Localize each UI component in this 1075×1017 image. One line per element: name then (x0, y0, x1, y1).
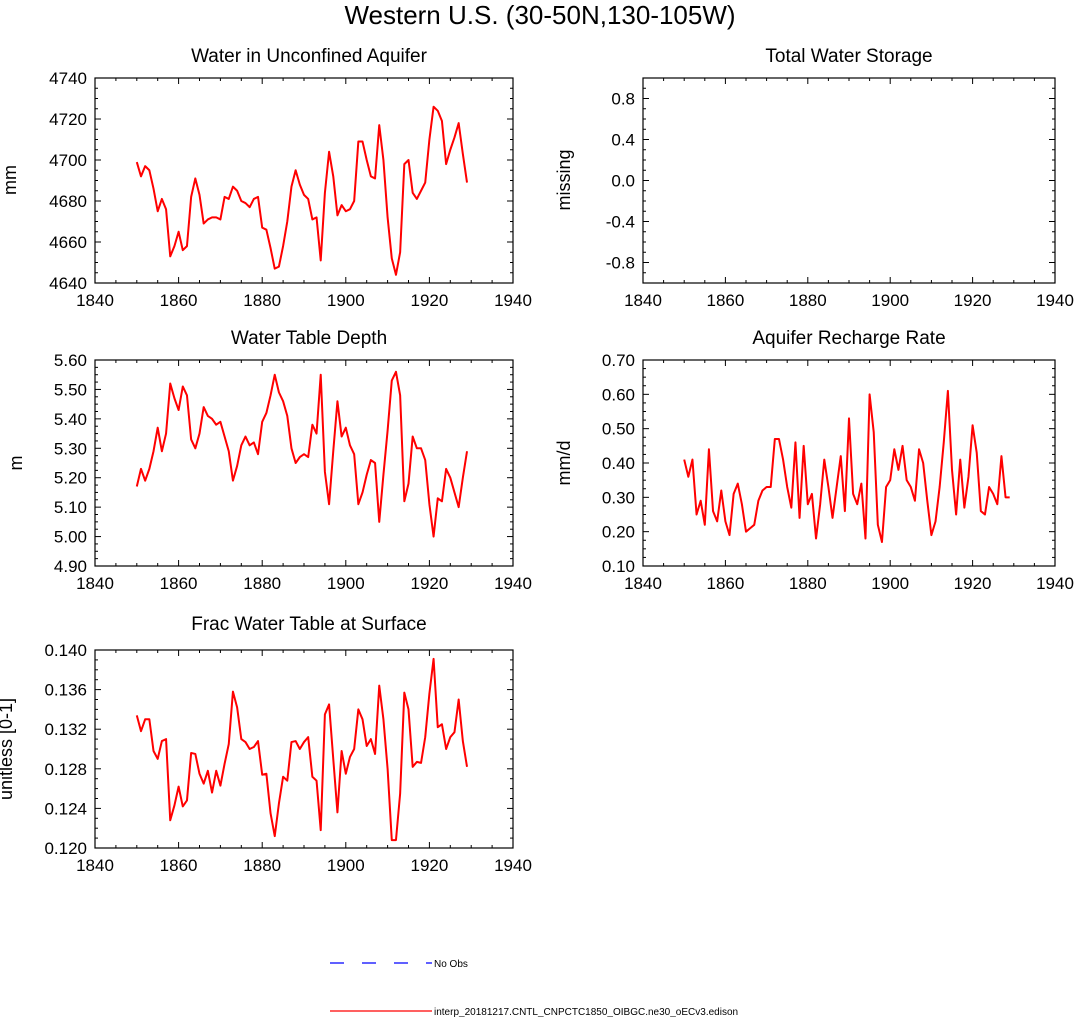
series-line (135, 370, 469, 538)
y-tick-label: -0.4 (606, 213, 635, 232)
y-tick-label: 0.124 (44, 799, 87, 818)
y-axis-label: mm/d (554, 441, 574, 486)
y-tick-label: 4700 (49, 151, 87, 170)
y-tick-label: 5.00 (54, 528, 87, 547)
x-tick-label: 1940 (494, 856, 532, 875)
y-axis-label: missing (554, 149, 574, 210)
x-tick-label: 1840 (76, 291, 114, 310)
panel-water-unconfined-aquifer: Water in Unconfined Aquifer mm 1840 1860 1… (0, 46, 532, 310)
y-tick-label: 0.120 (44, 839, 87, 858)
panel-frac-water-table-surface: Frac Water Table at Surface unitless [0-… (0, 614, 532, 875)
y-tick-label: 4720 (49, 110, 87, 129)
y-tick-label: 4660 (49, 233, 87, 252)
plot-frame (642, 77, 1056, 284)
plot-frame (94, 359, 514, 567)
y-tick-label: 5.50 (54, 380, 87, 399)
x-tick-label: 1880 (789, 574, 827, 593)
y-tick-label: 4.90 (54, 557, 87, 576)
x-tick-label: 1940 (1036, 291, 1074, 310)
x-tick-label: 1860 (160, 291, 198, 310)
x-tick-label: 1860 (160, 856, 198, 875)
y-tick-label: 4640 (49, 274, 87, 293)
x-tick-label: 1940 (1036, 574, 1074, 593)
y-tick-label: 0.140 (44, 641, 87, 660)
x-tick-label: 1840 (76, 574, 114, 593)
series-points (136, 371, 468, 537)
y-axis-label: m (6, 456, 26, 471)
panel-aquifer-recharge-rate: Aquifer Recharge Rate mm/d 1840 1860 1880 1… (554, 328, 1074, 593)
series-line (135, 657, 469, 842)
y-tick-label: 0.8 (611, 90, 635, 109)
y-axis-label: mm (0, 165, 20, 195)
panel-title: Frac Water Table at Surface (191, 614, 427, 635)
plot-frame (642, 359, 1056, 567)
x-tick-label: 1860 (706, 574, 744, 593)
panel-water-table-depth: Water Table Depth m 1840 1860 1880 1900 1920… (6, 328, 532, 593)
y-tick-label: 0.128 (44, 760, 87, 779)
plot-frame (94, 649, 514, 849)
x-tick-label: 1900 (327, 291, 365, 310)
x-tick-label: 1880 (243, 291, 281, 310)
y-tick-label: 5.30 (54, 439, 87, 458)
x-tick-label: 1840 (624, 574, 662, 593)
y-tick-label: 0.4 (611, 131, 635, 150)
legend: No Obs interp_20181217.CNTL_CNPCTC1850_O… (330, 959, 738, 1017)
y-tick-label: 0.70 (602, 351, 635, 370)
y-tick-label: 4680 (49, 192, 87, 211)
x-tick-label: 1840 (624, 291, 662, 310)
x-tick-label: 1900 (327, 856, 365, 875)
plot-frame (94, 77, 514, 284)
y-tick-label: 0.30 (602, 488, 635, 507)
y-tick-label: 5.60 (54, 351, 87, 370)
series-points (684, 390, 1010, 542)
y-tick-label: 5.20 (54, 469, 87, 488)
y-tick-label: 5.10 (54, 498, 87, 517)
x-tick-label: 1880 (243, 856, 281, 875)
x-tick-label: 1940 (494, 574, 532, 593)
legend-label-no-obs: No Obs (434, 959, 468, 970)
y-tick-label: 5.40 (54, 410, 87, 429)
y-axis-label: unitless [0-1] (0, 698, 16, 800)
x-tick-label: 1920 (410, 291, 448, 310)
x-tick-label: 1860 (706, 291, 744, 310)
x-tick-label: 1920 (954, 574, 992, 593)
y-tick-label: 0.132 (44, 720, 87, 739)
x-tick-label: 1900 (327, 574, 365, 593)
x-tick-label: 1940 (494, 291, 532, 310)
x-tick-label: 1920 (954, 291, 992, 310)
x-tick-label: 1900 (871, 291, 909, 310)
y-tick-label: 4740 (49, 69, 87, 88)
series-line (683, 389, 1010, 543)
y-tick-label: 0.10 (602, 557, 635, 576)
series-points (136, 106, 468, 275)
panel-title: Aquifer Recharge Rate (752, 328, 945, 349)
y-tick-label: 0.50 (602, 420, 635, 439)
y-tick-label: 0.0 (611, 172, 635, 191)
x-tick-label: 1840 (76, 856, 114, 875)
panel-title: Water Table Depth (231, 328, 387, 349)
x-tick-label: 1920 (410, 574, 448, 593)
x-tick-label: 1900 (871, 574, 909, 593)
x-tick-label: 1880 (243, 574, 281, 593)
panel-total-water-storage: Total Water Storage missing 1840 1860 1880… (554, 46, 1074, 310)
x-tick-label: 1880 (789, 291, 827, 310)
panel-title: Total Water Storage (765, 46, 932, 67)
y-tick-label: 0.136 (44, 681, 87, 700)
y-tick-label: 0.20 (602, 523, 635, 542)
panel-title: Water in Unconfined Aquifer (191, 46, 428, 67)
y-tick-label: -0.8 (606, 254, 635, 273)
y-tick-label: 0.60 (602, 385, 635, 404)
series-line (135, 105, 469, 276)
x-tick-label: 1860 (160, 574, 198, 593)
figure-title: Western U.S. (30-50N,130-105W) (344, 0, 735, 30)
y-tick-label: 0.40 (602, 454, 635, 473)
series-points (136, 658, 468, 841)
x-tick-label: 1920 (410, 856, 448, 875)
legend-label-model: interp_20181217.CNTL_CNPCTC1850_OIBGC.ne… (434, 1007, 738, 1017)
